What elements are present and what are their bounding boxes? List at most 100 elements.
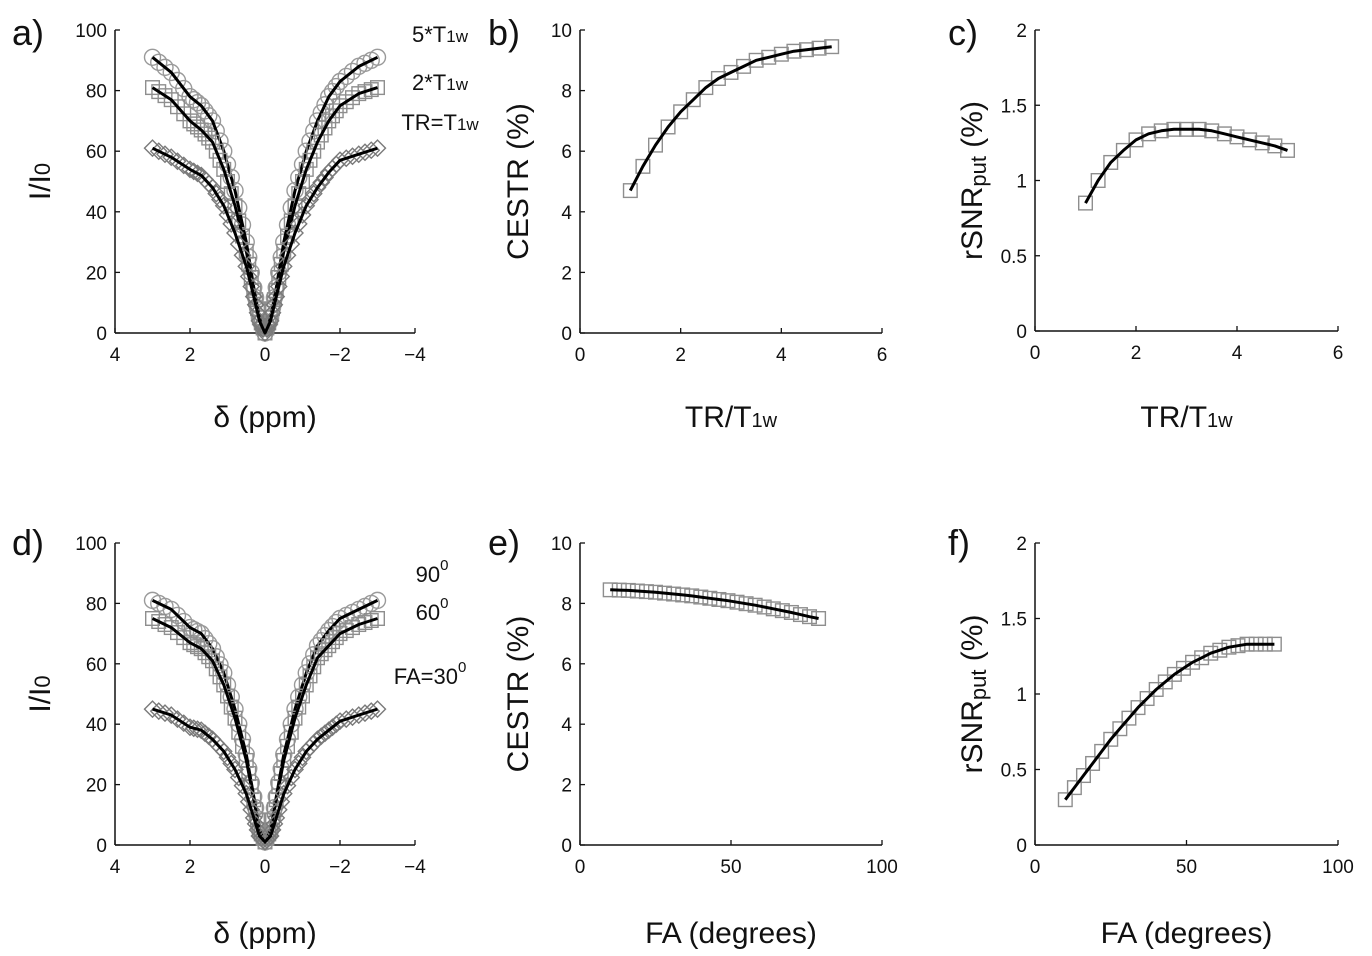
y-tick-label: 0.5 xyxy=(1001,247,1027,268)
square-marker xyxy=(216,677,232,693)
square-marker xyxy=(212,669,228,685)
square-marker xyxy=(298,161,314,177)
x-tick-label: 2 xyxy=(1131,343,1142,364)
y-tick-label: 8 xyxy=(561,82,572,103)
diamond-marker xyxy=(214,742,233,761)
circle-marker xyxy=(337,67,355,86)
series-line xyxy=(628,45,832,192)
square-marker xyxy=(660,119,676,135)
diamond-marker xyxy=(252,315,271,334)
x-axis-label: FA (degrees) xyxy=(1101,917,1273,950)
x-tick-label: 0 xyxy=(575,345,586,366)
diamond-marker xyxy=(308,178,327,197)
square-marker xyxy=(1185,654,1201,670)
series-line xyxy=(1064,642,1275,801)
diamond-marker xyxy=(237,784,256,803)
diamond-marker xyxy=(233,246,252,265)
square-marker xyxy=(1242,132,1258,148)
diamond-marker xyxy=(233,776,252,795)
diamond-marker xyxy=(222,754,241,773)
square-marker xyxy=(227,198,243,214)
diamond-marker xyxy=(282,235,301,254)
y-tick-label: 100 xyxy=(75,534,107,555)
diamond-marker xyxy=(143,139,162,158)
diamond-marker xyxy=(282,768,301,787)
diamond-marker xyxy=(368,700,387,719)
y-tick-label: 10 xyxy=(551,534,572,555)
annotation-label: 900 xyxy=(416,557,449,587)
x-tick-label: 50 xyxy=(720,857,741,878)
y-tick-label: 6 xyxy=(561,142,572,163)
annotation-label: TR=T1w xyxy=(401,110,479,135)
diamond-marker xyxy=(293,748,312,767)
square-marker xyxy=(1157,674,1173,690)
square-marker xyxy=(287,198,303,214)
diamond-marker xyxy=(278,246,297,265)
diamond-marker xyxy=(214,196,233,215)
y-tick-label: 20 xyxy=(86,263,107,284)
diamond-marker xyxy=(229,768,248,787)
square-marker xyxy=(328,103,344,119)
y-tick-label: 60 xyxy=(86,142,107,163)
y-tick-label: 2 xyxy=(561,776,572,797)
square-marker xyxy=(1128,132,1144,148)
series-1 xyxy=(1077,121,1295,211)
series-2 xyxy=(144,80,386,341)
series-3 xyxy=(143,700,387,851)
series-1 xyxy=(1057,636,1282,808)
annotation-label: 5*T1w xyxy=(412,22,469,47)
square-marker xyxy=(710,70,726,86)
square-marker xyxy=(1267,138,1283,154)
series-1 xyxy=(143,48,387,342)
x-tick-label: 6 xyxy=(877,345,888,366)
x-tick-label: 4 xyxy=(776,345,787,366)
square-marker xyxy=(1279,142,1295,158)
chart-panel-6: 0 50 100 0 0.5 1 1.5 2 f) FA (degrees) rSNRput (%) xyxy=(948,522,1354,950)
y-tick-label: 0.5 xyxy=(1001,761,1027,782)
square-marker xyxy=(1254,135,1270,151)
y-tick-label: 2 xyxy=(1016,21,1027,42)
x-tick-label: 0 xyxy=(1030,343,1041,364)
y-axis-label: I/I0 xyxy=(24,675,57,712)
square-marker xyxy=(1066,780,1082,796)
diamond-marker xyxy=(304,184,323,203)
square-marker xyxy=(208,143,224,159)
diamond-marker xyxy=(218,748,237,767)
x-tick-label: 4 xyxy=(110,345,121,366)
y-tick-label: 1 xyxy=(1016,172,1027,193)
chart-panel-5: 0 50 100 0 2 4 6 8 10 e) FA (degrees) CESTR (%) xyxy=(488,522,898,950)
y-tick-label: 1 xyxy=(1016,685,1027,706)
x-tick-label: 6 xyxy=(1333,343,1344,364)
y-axis-label: CESTR (%) xyxy=(502,103,535,260)
square-marker xyxy=(792,607,808,623)
y-tick-label: 0 xyxy=(561,836,572,857)
diamond-marker xyxy=(229,235,248,254)
y-axis-label: rSNRput (%) xyxy=(956,101,991,260)
series-line xyxy=(152,707,378,844)
y-tick-label: 0 xyxy=(1016,836,1027,857)
diamond-marker xyxy=(267,287,286,306)
y-tick-label: 20 xyxy=(86,776,107,797)
series-line xyxy=(610,588,819,620)
square-marker xyxy=(723,64,739,80)
x-tick-label: −4 xyxy=(404,345,426,366)
square-marker xyxy=(306,143,322,159)
diamond-marker xyxy=(261,826,280,845)
diamond-marker xyxy=(278,776,297,795)
square-marker xyxy=(1115,142,1131,158)
x-tick-label: 100 xyxy=(1322,857,1354,878)
series-line xyxy=(151,146,378,335)
square-marker xyxy=(204,134,220,150)
y-tick-label: 0 xyxy=(96,324,107,345)
square-marker xyxy=(673,104,689,120)
diamond-marker xyxy=(239,267,258,286)
diamond-marker xyxy=(265,814,284,833)
annotation-label: FA=300 xyxy=(394,659,467,689)
y-tick-label: 0 xyxy=(561,324,572,345)
square-marker xyxy=(283,213,299,229)
y-tick-label: 4 xyxy=(561,203,572,224)
diamond-marker xyxy=(143,700,162,719)
x-tick-label: 2 xyxy=(185,857,196,878)
x-axis-label: FA (degrees) xyxy=(645,917,817,950)
